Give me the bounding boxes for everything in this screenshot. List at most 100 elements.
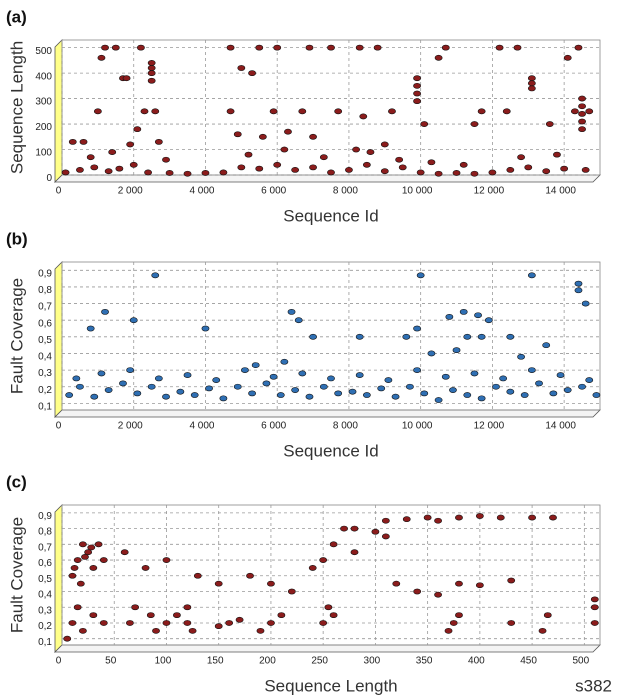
- point: [225, 620, 234, 626]
- point: [402, 333, 411, 340]
- side-wall: [54, 39, 63, 183]
- point: [90, 164, 99, 171]
- point: [506, 388, 515, 395]
- point: [507, 620, 516, 626]
- point: [255, 165, 264, 172]
- point: [308, 565, 317, 571]
- point: [120, 549, 129, 556]
- point: [73, 557, 82, 563]
- point: [319, 383, 328, 390]
- y-tick-label: 0,8: [38, 527, 52, 538]
- point: [68, 572, 77, 579]
- point: [398, 164, 407, 171]
- point: [151, 272, 160, 279]
- point: [212, 377, 221, 383]
- point: [477, 395, 486, 402]
- point: [578, 110, 586, 117]
- point: [449, 387, 457, 393]
- point: [115, 165, 124, 172]
- point: [86, 154, 95, 161]
- point: [129, 317, 138, 324]
- side-wall: [54, 261, 63, 418]
- point: [381, 517, 390, 524]
- point: [68, 620, 77, 626]
- point: [111, 44, 120, 51]
- point: [517, 353, 525, 360]
- point: [126, 367, 135, 373]
- floor: [54, 409, 601, 418]
- point: [563, 387, 572, 393]
- point: [162, 557, 171, 563]
- point: [126, 141, 135, 148]
- point: [475, 513, 484, 519]
- point: [463, 333, 472, 340]
- point: [79, 138, 88, 145]
- y-tick-label: 400: [35, 71, 52, 82]
- point: [549, 514, 557, 521]
- point: [355, 372, 364, 378]
- point: [99, 620, 108, 626]
- point: [147, 65, 156, 71]
- point: [434, 517, 442, 524]
- point: [373, 44, 382, 51]
- point: [570, 108, 579, 115]
- point: [590, 620, 599, 626]
- point: [420, 121, 429, 127]
- point: [355, 44, 364, 51]
- point: [413, 82, 421, 89]
- point: [348, 388, 357, 395]
- point: [78, 541, 87, 548]
- x-tick-label: 6 000: [261, 421, 286, 432]
- y-tick-label: 0,2: [38, 621, 52, 632]
- point: [262, 380, 271, 387]
- point: [329, 612, 338, 619]
- point: [193, 572, 202, 579]
- point: [413, 90, 421, 97]
- point: [269, 373, 278, 380]
- point: [445, 313, 454, 320]
- point: [345, 167, 353, 173]
- point: [190, 392, 199, 398]
- point: [267, 580, 275, 587]
- point: [392, 580, 401, 587]
- point: [154, 138, 163, 145]
- point: [474, 312, 482, 319]
- point: [574, 287, 583, 294]
- point: [384, 377, 393, 383]
- point: [355, 333, 364, 340]
- point: [475, 582, 484, 589]
- point: [413, 325, 421, 332]
- point: [273, 44, 282, 51]
- point: [492, 383, 500, 390]
- point: [63, 635, 72, 642]
- point: [527, 80, 536, 87]
- point: [542, 168, 551, 175]
- point: [151, 108, 160, 115]
- point: [219, 169, 228, 176]
- panel-label: (a): [6, 7, 27, 26]
- point: [527, 75, 536, 82]
- point: [455, 580, 463, 587]
- point: [235, 616, 244, 623]
- point: [214, 580, 223, 587]
- point: [413, 367, 421, 373]
- point: [280, 358, 289, 365]
- point: [423, 514, 432, 521]
- point: [488, 169, 497, 176]
- point: [527, 272, 536, 279]
- point: [499, 375, 508, 382]
- point: [371, 528, 380, 535]
- point: [280, 146, 289, 153]
- point: [578, 118, 586, 125]
- point: [553, 151, 561, 158]
- point: [334, 390, 343, 397]
- point: [377, 385, 386, 392]
- side-wall: [54, 504, 63, 653]
- point: [556, 372, 565, 378]
- point: [305, 44, 314, 51]
- point: [94, 541, 103, 548]
- point: [131, 604, 140, 611]
- point: [90, 393, 99, 400]
- point: [291, 167, 300, 173]
- point: [585, 108, 594, 115]
